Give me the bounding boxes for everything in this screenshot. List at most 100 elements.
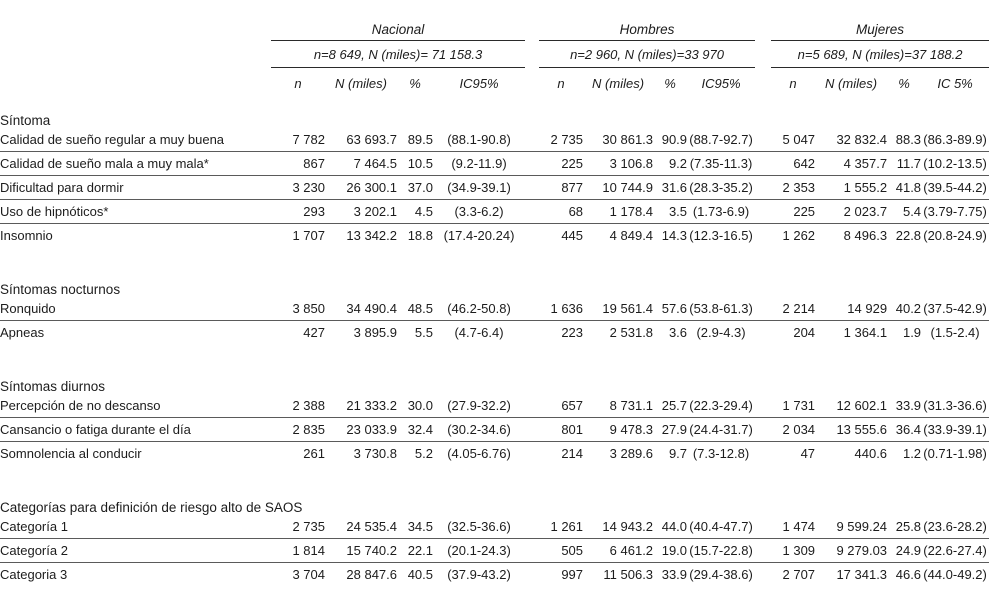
value-nacional-nmiles: 3 730.8 xyxy=(353,446,397,461)
value-hombres-ic: (22.3-29.4) xyxy=(687,394,756,418)
group-gap xyxy=(525,394,540,418)
group-gap xyxy=(525,321,539,345)
value-hombres-pct: 3.5 xyxy=(653,199,688,224)
value-hombres-ic: (15.7-22.8) xyxy=(687,538,756,563)
value-nacional-pct: 4.5 xyxy=(397,199,433,224)
value-mujeres-n: 47 xyxy=(800,446,816,461)
value-hombres-n: 445 xyxy=(561,228,584,243)
group-subtitle-nacional: n=8 649, N (miles)= 71 158.3 xyxy=(271,40,526,68)
value-nacional-n: 3 850 xyxy=(271,297,325,321)
group-gap xyxy=(755,199,772,224)
value-nacional-nmiles: 13 342.2 xyxy=(346,228,397,243)
group-subtitle-hombres: n=2 960, N (miles)=33 970 xyxy=(539,40,756,68)
value-mujeres-nmiles: 13 555.6 xyxy=(815,417,888,442)
value-hombres-ic: (28.3-35.2) xyxy=(687,175,756,200)
table-row: Categoria 3 3 704 28 847.6 40.5 (37.9-43.2) 9… xyxy=(0,563,989,587)
value-hombres-pct: 9.2 xyxy=(653,151,688,176)
table-row: Calidad de sueño regular a muy buena 7 78… xyxy=(0,128,989,152)
col-header-ic-hombres: IC95% xyxy=(701,75,741,91)
table-row: Ronquido 3 850 34 490.4 48.5 (46.2-50.8) 1 63… xyxy=(0,297,989,321)
value-hombres-pct: 44.0 xyxy=(653,515,688,539)
group-gap xyxy=(525,297,540,321)
value-nacional-nmiles: 15 740.2 xyxy=(325,538,397,563)
value-nacional-n: 867 xyxy=(271,151,325,176)
section-gap xyxy=(0,344,989,368)
value-mujeres-pct: 40.2 xyxy=(887,297,922,321)
section-gap-row xyxy=(0,465,989,489)
value-nacional-pct: 5.2 xyxy=(414,446,433,461)
value-hombres-pct: 19.0 xyxy=(653,538,688,563)
value-hombres-ic: (24.4-31.7) xyxy=(687,417,756,442)
value-nacional-pct: 22.1 xyxy=(397,538,433,563)
row-label: Categoria 3 xyxy=(0,567,68,582)
value-hombres-n: 505 xyxy=(539,538,584,563)
table-row: Percepción de no descanso 2 388 21 333.2 30… xyxy=(0,394,989,418)
value-mujeres-nmiles: 9 279.03 xyxy=(815,538,888,563)
value-mujeres-ic: (22.6-27.4) xyxy=(921,538,989,563)
value-nacional-n: 2 735 xyxy=(271,515,325,539)
value-nacional-pct: 34.5 xyxy=(397,515,433,539)
col-header-pct-nacional: % xyxy=(409,75,421,91)
value-hombres-n: 657 xyxy=(539,394,584,418)
value-mujeres-n: 1 262 xyxy=(782,228,816,243)
value-nacional-pct: 30.0 xyxy=(397,394,433,418)
value-hombres-nmiles: 19 561.4 xyxy=(583,297,654,321)
row-label: Calidad de sueño mala a muy mala* xyxy=(0,151,271,176)
value-nacional-nmiles: 3 202.1 xyxy=(325,199,397,224)
value-nacional-nmiles: 7 464.5 xyxy=(325,151,397,176)
group-gap xyxy=(755,417,772,442)
col-header-n-nacional: n xyxy=(294,75,302,91)
value-nacional-n: 7 782 xyxy=(271,128,325,152)
value-nacional-ic: (9.2-11.9) xyxy=(433,151,526,176)
row-label: Apneas xyxy=(0,325,45,340)
group-subtitle-mujeres: n=5 689, N (miles)=37 188.2 xyxy=(771,40,989,68)
value-hombres-nmiles: 11 506.3 xyxy=(603,567,654,582)
value-hombres-ic: (88.7-92.7) xyxy=(687,128,756,152)
value-mujeres-n: 1 309 xyxy=(771,538,816,563)
value-nacional-n: 427 xyxy=(303,325,325,340)
group-gap xyxy=(755,68,771,99)
value-hombres-ic: (7.35-11.3) xyxy=(687,151,756,176)
group-gap xyxy=(755,321,771,345)
value-hombres-pct: 14.3 xyxy=(661,228,688,243)
value-hombres-pct: 33.9 xyxy=(661,567,688,582)
value-mujeres-ic: (33.9-39.1) xyxy=(921,417,989,442)
value-mujeres-ic: (20.8-24.9) xyxy=(923,228,987,243)
value-nacional-nmiles: 21 333.2 xyxy=(325,394,397,418)
value-hombres-pct: 90.9 xyxy=(653,128,688,152)
group-gap xyxy=(525,224,539,248)
table-row: Calidad de sueño mala a muy mala* 867 7 46… xyxy=(0,151,989,176)
value-nacional-ic: (30.2-34.6) xyxy=(433,417,526,442)
group-gap xyxy=(755,563,771,587)
value-nacional-nmiles: 23 033.9 xyxy=(325,417,397,442)
value-nacional-ic: (32.5-36.6) xyxy=(433,515,526,539)
value-hombres-ic: (2.9-4.3) xyxy=(696,325,746,340)
label-column-spacer xyxy=(0,41,271,68)
row-label: Categoría 2 xyxy=(0,538,271,563)
value-mujeres-pct: 24.9 xyxy=(887,538,922,563)
group-gap xyxy=(755,41,771,68)
row-label: Categoría 1 xyxy=(0,515,271,539)
value-mujeres-pct: 36.4 xyxy=(887,417,922,442)
group-gap xyxy=(755,442,771,466)
value-hombres-ic: (1.73-6.9) xyxy=(687,199,756,224)
value-mujeres-pct: 1.2 xyxy=(902,446,922,461)
value-mujeres-n: 204 xyxy=(793,325,816,340)
col-header-n-mujeres: n xyxy=(789,75,797,91)
value-mujeres-ic: (86.3-89.9) xyxy=(921,128,989,152)
section-title: Síntomas nocturnos xyxy=(0,282,121,297)
value-hombres-nmiles: 2 531.8 xyxy=(609,325,654,340)
value-mujeres-pct: 1.9 xyxy=(902,325,922,340)
value-mujeres-n: 5 047 xyxy=(771,128,816,152)
value-mujeres-ic: (39.5-44.2) xyxy=(921,175,989,200)
value-mujeres-n: 642 xyxy=(771,151,816,176)
row-label: Insomnio xyxy=(0,228,53,243)
value-nacional-ic: (46.2-50.8) xyxy=(433,297,526,321)
value-nacional-ic: (88.1-90.8) xyxy=(433,128,526,152)
value-mujeres-ic: (37.5-42.9) xyxy=(921,297,989,321)
group-gap xyxy=(755,297,772,321)
value-mujeres-n: 1 474 xyxy=(771,515,816,539)
section-title: Síntomas diurnos xyxy=(0,379,106,394)
